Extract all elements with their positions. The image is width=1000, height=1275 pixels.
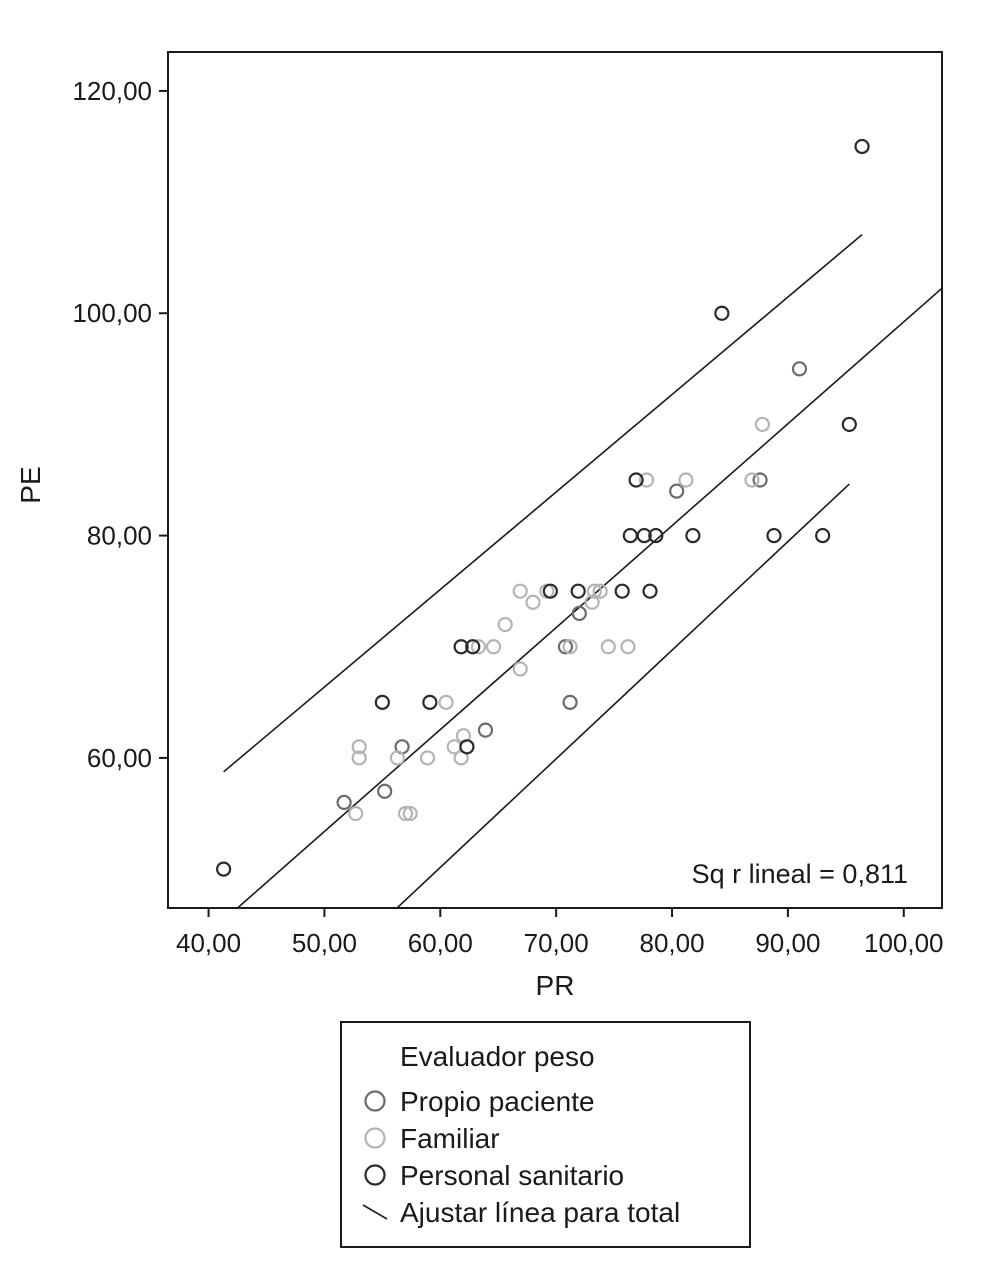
x-tick-label: 100,00 bbox=[864, 928, 944, 958]
y-tick-label: 60,00 bbox=[87, 743, 152, 773]
x-axis: 40,00 50,00 60,00 70,00 80,00 90,00 100,00 bbox=[176, 908, 944, 958]
data-points bbox=[216, 138, 870, 877]
x-tick-label: 50,00 bbox=[292, 928, 357, 958]
point-familiar bbox=[600, 639, 616, 655]
legend-box bbox=[340, 1021, 751, 1248]
legend-marker-propio-paciente bbox=[364, 1090, 386, 1112]
point-personal-sanitario bbox=[422, 694, 438, 710]
point-familiar bbox=[438, 694, 454, 710]
point-personal-sanitario bbox=[854, 138, 870, 155]
point-familiar bbox=[351, 739, 367, 755]
point-personal-sanitario bbox=[636, 527, 652, 544]
point-personal-sanitario bbox=[642, 583, 658, 599]
legend-entry-personal-sanitario: Personal sanitario bbox=[400, 1160, 624, 1191]
point-personal-sanitario bbox=[216, 861, 232, 877]
fit-lines bbox=[223, 234, 942, 908]
legend-entry-fit-line: Ajustar línea para total bbox=[400, 1197, 680, 1228]
x-tick-label: 60,00 bbox=[408, 928, 473, 958]
point-familiar bbox=[562, 639, 578, 655]
point-familiar bbox=[402, 805, 418, 822]
x-tick-label: 40,00 bbox=[176, 928, 241, 958]
point-personal-sanitario bbox=[374, 694, 390, 710]
point-personal-sanitario bbox=[570, 583, 586, 599]
point-familiar bbox=[754, 416, 771, 433]
point-propio-paciente bbox=[669, 483, 685, 499]
x-tick-label: 80,00 bbox=[639, 928, 704, 958]
point-propio-paciente bbox=[571, 605, 587, 622]
legend: Evaluador peso Propio paciente Familiar … bbox=[340, 1021, 751, 1248]
y-tick-label: 80,00 bbox=[87, 521, 152, 551]
legend-marker-personal-sanitario bbox=[364, 1164, 386, 1186]
point-familiar bbox=[470, 639, 487, 655]
point-personal-sanitario bbox=[685, 527, 701, 544]
point-familiar bbox=[348, 805, 364, 822]
point-familiar bbox=[638, 472, 655, 488]
point-familiar bbox=[351, 750, 367, 766]
point-familiar bbox=[586, 583, 602, 599]
plot-frame bbox=[167, 51, 943, 909]
point-propio-paciente bbox=[336, 794, 352, 810]
x-tick-label: 90,00 bbox=[755, 928, 820, 958]
legend-entry-familiar: Familiar bbox=[400, 1123, 500, 1154]
y-axis-title: PE bbox=[15, 466, 46, 503]
point-familiar bbox=[497, 616, 513, 633]
point-familiar bbox=[620, 639, 636, 655]
point-familiar bbox=[419, 750, 436, 766]
fit-line-lower-bound bbox=[395, 483, 850, 908]
point-personal-sanitario bbox=[766, 527, 782, 544]
point-familiar bbox=[678, 472, 694, 488]
fit-line-upper-bound bbox=[223, 234, 863, 773]
point-familiar bbox=[744, 472, 760, 488]
point-propio-paciente bbox=[791, 361, 808, 377]
point-personal-sanitario bbox=[614, 583, 630, 599]
point-familiar bbox=[389, 750, 406, 766]
point-familiar bbox=[525, 594, 541, 610]
point-personal-sanitario bbox=[714, 305, 730, 321]
point-personal-sanitario bbox=[453, 639, 469, 655]
x-axis-title: PR bbox=[536, 970, 575, 1001]
point-propio-paciente bbox=[562, 694, 578, 710]
point-familiar bbox=[512, 583, 528, 599]
point-propio-paciente bbox=[557, 639, 574, 655]
legend-marker-familiar bbox=[364, 1127, 386, 1149]
x-tick-label: 70,00 bbox=[524, 928, 589, 958]
point-personal-sanitario bbox=[628, 472, 644, 488]
y-axis: 60,00 80,00 100,00 120,00 bbox=[72, 76, 168, 773]
point-personal-sanitario bbox=[841, 416, 857, 433]
point-personal-sanitario bbox=[648, 527, 664, 544]
point-familiar bbox=[397, 805, 414, 822]
point-familiar bbox=[485, 639, 502, 655]
legend-title: Evaluador peso bbox=[400, 1041, 595, 1072]
point-propio-paciente bbox=[377, 783, 393, 799]
point-familiar bbox=[512, 661, 528, 677]
point-personal-sanitario bbox=[459, 739, 475, 755]
point-personal-sanitario bbox=[815, 527, 831, 544]
point-propio-paciente bbox=[477, 722, 494, 738]
point-familiar bbox=[592, 583, 608, 599]
fit-line-total bbox=[236, 287, 942, 908]
r-squared-annotation: Sq r lineal = 0,811 bbox=[692, 859, 908, 889]
y-tick-label: 120,00 bbox=[72, 76, 152, 106]
legend-fit-line-icon bbox=[362, 1204, 388, 1220]
point-familiar bbox=[584, 594, 600, 610]
legend-entry-propio-paciente: Propio paciente bbox=[400, 1086, 595, 1117]
point-personal-sanitario bbox=[542, 583, 558, 599]
y-tick-label: 100,00 bbox=[72, 298, 152, 328]
point-propio-paciente bbox=[752, 472, 768, 488]
point-personal-sanitario bbox=[465, 639, 481, 655]
